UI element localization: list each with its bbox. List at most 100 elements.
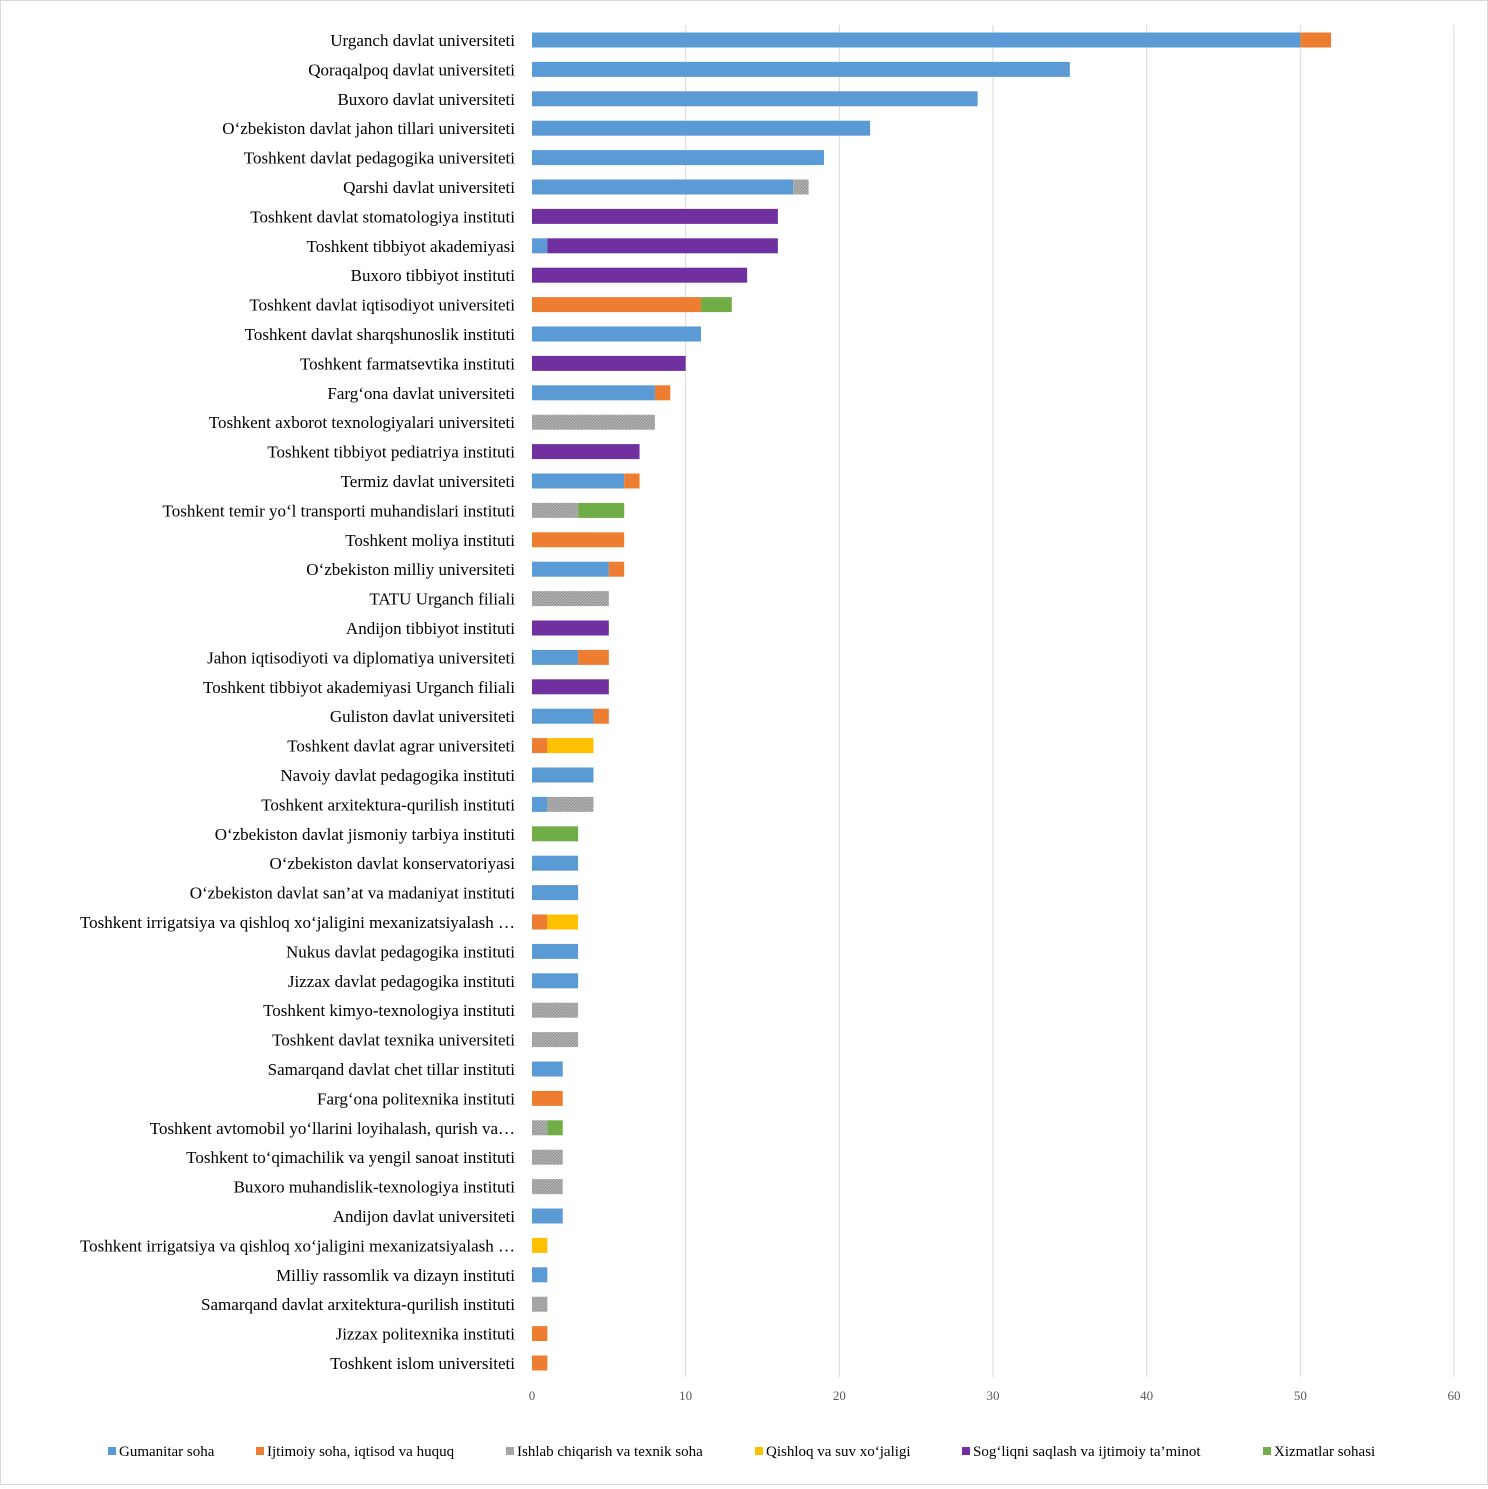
bar-segment-series-0 [532,943,579,959]
bar-segment-series-1 [532,914,548,930]
bar-segment-series-0 [532,973,579,989]
category-label: O‘zbekiston davlat jismoniy tarbiya inst… [215,825,516,844]
bar-segment-series-1 [532,1326,548,1342]
bar-segment-series-1 [532,1090,563,1106]
legend-label: Qishloq va suv xo‘jaligi [766,1444,911,1460]
bar-segment-series-0 [532,473,625,489]
x-tick-label: 10 [679,1388,692,1403]
bar-segment-series-4 [547,238,778,254]
category-label: O‘zbekiston davlat konservatoriyasi [270,854,516,873]
legend-swatch [108,1447,116,1455]
category-label: Milliy rassomlik va dizayn instituti [276,1266,515,1285]
bar-segment-series-4 [532,679,609,695]
legend-swatch [506,1447,514,1455]
category-label: Toshkent davlat texnika universiteti [272,1031,515,1050]
bar-segment-series-2 [532,414,655,430]
bar-segment-series-3 [532,1237,548,1253]
category-label: Toshkent to‘qimachilik va yengil sanoat … [186,1148,515,1167]
category-label: Toshkent tibbiyot akademiyasi Urganch fi… [203,678,515,697]
bar-segment-series-5 [578,502,625,518]
category-label: Toshkent moliya instituti [345,531,515,550]
bar-segment-series-1 [532,532,625,548]
bar-segment-series-2 [532,1179,563,1195]
bar-segment-series-2 [532,1149,563,1165]
x-tick-label: 0 [529,1388,536,1403]
bar-segment-series-0 [532,561,609,577]
category-label: O‘zbekiston davlat jahon tillari univers… [222,119,515,138]
category-label: Jizzax davlat pedagogika instituti [288,972,515,991]
gridlines [685,25,1455,1377]
x-tick-label: 50 [1294,1388,1307,1403]
bar-segment-series-0 [532,796,548,812]
category-label: Buxoro davlat universiteti [337,90,515,109]
bar-segment-series-0 [532,1061,563,1077]
legend-label: Gumanitar soha [119,1444,215,1460]
bar-segment-series-2 [532,1296,548,1312]
category-label: Toshkent davlat sharqshunoslik instituti [245,325,516,344]
category-label: Toshkent tibbiyot akademiyasi [307,237,516,256]
x-axis-tick-labels: 0 10 20 30 40 50 60 [529,1388,1461,1403]
bar-segment-series-0 [532,120,871,136]
category-label: Farg‘ona davlat universiteti [327,384,515,403]
bar-segment-series-4 [532,208,778,224]
bar-segment-series-0 [532,885,579,901]
legend: Gumanitar soha Ijtimoiy soha, iqtisod va … [108,1444,1375,1460]
bar-segment-series-5 [701,297,732,313]
x-tick-label: 40 [1140,1388,1153,1403]
bar-segment-series-4 [532,444,640,460]
category-label: Toshkent davlat stomatologiya instituti [250,207,515,226]
bar-segment-series-2 [793,179,809,195]
category-label: Qoraqalpoq davlat universiteti [308,60,515,79]
bar-segment-series-0 [532,649,579,665]
legend-swatch [962,1447,970,1455]
bar-segment-series-0 [532,1267,548,1283]
category-label: O‘zbekiston davlat san’at va madaniyat i… [190,884,516,903]
legend-swatch [1263,1447,1271,1455]
category-label: Toshkent davlat agrar universiteti [287,737,515,756]
legend-label: Ijtimoiy soha, iqtisod va huquq [267,1444,455,1460]
category-label: Farg‘ona politexnika instituti [317,1089,515,1108]
legend-swatch [755,1447,763,1455]
bar-segment-series-2 [547,796,594,812]
bar-segment-series-4 [532,355,686,371]
bar-segment-series-0 [532,326,702,342]
bar-segment-series-2 [532,1032,579,1048]
bar-segment-series-3 [547,914,579,930]
category-label: Jizzax politexnika instituti [336,1325,516,1344]
legend-label: Ishlab chiqarish va texnik soha [517,1444,703,1460]
category-label: Qarshi davlat universiteti [343,178,515,197]
bar-segment-series-1 [654,385,671,401]
category-label: Urganch davlat universiteti [330,31,515,50]
bar-segment-series-0 [532,61,1070,77]
bar-segment-series-2 [532,591,609,607]
x-tick-label: 30 [987,1388,1000,1403]
legend-label: Xizmatlar sohasi [1274,1444,1375,1460]
category-label: O‘zbekiston milliy universiteti [306,560,515,579]
bar-segment-series-0 [532,179,794,195]
bar-segment-series-5 [532,826,579,842]
category-label: Toshkent irrigatsiya va qishloq xo‘jalig… [80,1236,515,1255]
bar-segment-series-1 [1300,32,1332,48]
bar-segment-series-1 [608,561,625,577]
category-label: Toshkent tibbiyot pediatriya instituti [267,443,515,462]
x-tick-label: 60 [1448,1388,1461,1403]
category-label: Buxoro tibbiyot instituti [351,266,516,285]
bar-segment-series-0 [532,385,655,401]
category-label: Samarqand davlat chet tillar instituti [268,1060,516,1079]
category-label: Andijon davlat universiteti [333,1207,516,1226]
bar-segment-series-2 [532,1120,548,1136]
bars [532,32,1332,1371]
category-label: Toshkent irrigatsiya va qishloq xo‘jalig… [80,913,515,932]
bar-segment-series-0 [532,32,1301,48]
category-labels: Urganch davlat universiteti Qoraqalpoq da… [80,31,515,1373]
category-label: Termiz davlat universiteti [341,472,516,491]
category-label: Toshkent temir yo‘l transporti muhandisl… [163,501,516,520]
bar-segment-series-1 [532,1355,548,1371]
bar-segment-series-0 [532,150,824,166]
bar-segment-series-0 [532,767,594,783]
category-label: Toshkent arxitektura-qurilish instituti [261,795,515,814]
category-label: Toshkent farmatsevtika instituti [300,354,515,373]
bar-segment-series-4 [532,620,609,636]
category-label: Buxoro muhandislik-texnologiya instituti [234,1178,516,1197]
